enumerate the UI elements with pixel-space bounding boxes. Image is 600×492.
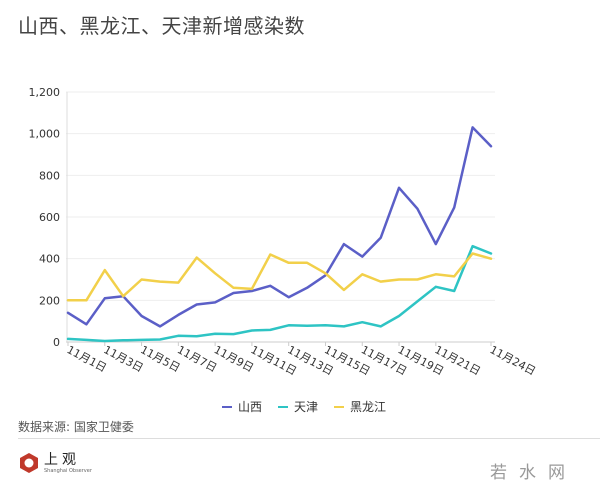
y-tick-label: 200 <box>39 294 60 307</box>
x-tick-label: 11月1日 <box>65 343 109 375</box>
y-tick-label: 1,200 <box>29 86 61 99</box>
y-tick-label: 800 <box>39 169 60 182</box>
series-line-黑龙江[interactable] <box>66 252 493 302</box>
legend-swatch-icon <box>277 405 288 408</box>
legend-label: 黑龙江 <box>350 400 387 414</box>
legend-swatch-icon <box>334 405 344 408</box>
x-tick-label: 11月24日 <box>488 343 538 378</box>
hexagon-logo-icon <box>20 453 38 473</box>
x-tick-label: 11月5日 <box>138 343 182 375</box>
series-line-天津[interactable] <box>66 244 493 343</box>
x-tick-label: 11月3日 <box>101 343 145 375</box>
y-tick-label: 400 <box>39 253 60 266</box>
y-tick-label: 0 <box>53 336 60 349</box>
legend-item-heilongjiang[interactable]: 黑龙江 <box>334 398 386 415</box>
chart-legend: 山西 天津 黑龙江 <box>0 398 600 415</box>
chart-title: 山西、黑龙江、天津新增感染数 <box>18 14 305 38</box>
series-line-山西[interactable] <box>66 126 493 328</box>
y-tick-label: 600 <box>39 211 60 224</box>
legend-label: 山西 <box>237 400 262 414</box>
line-chart: 02004006008001,0001,20011月1日11月3日11月5日11… <box>29 86 538 378</box>
legend-item-shanxi[interactable]: 山西 <box>221 398 262 415</box>
x-tick-label: 11月7日 <box>175 343 219 375</box>
data-source: 数据来源: 国家卫健委 <box>18 420 134 434</box>
publisher-logo: 上观 Shanghai Observer <box>18 452 92 474</box>
legend-label: 天津 <box>293 400 318 414</box>
footer-divider <box>18 438 600 439</box>
logo-text-cn: 上观 <box>44 451 80 468</box>
legend-item-tianjin[interactable]: 天津 <box>277 398 318 415</box>
x-tick-label: 11月9日 <box>212 343 256 375</box>
legend-swatch-icon <box>221 405 232 408</box>
watermark: 若水网 <box>490 463 577 483</box>
logo-text-en: Shanghai Observer <box>44 467 92 474</box>
y-tick-label: 1,000 <box>29 128 61 141</box>
